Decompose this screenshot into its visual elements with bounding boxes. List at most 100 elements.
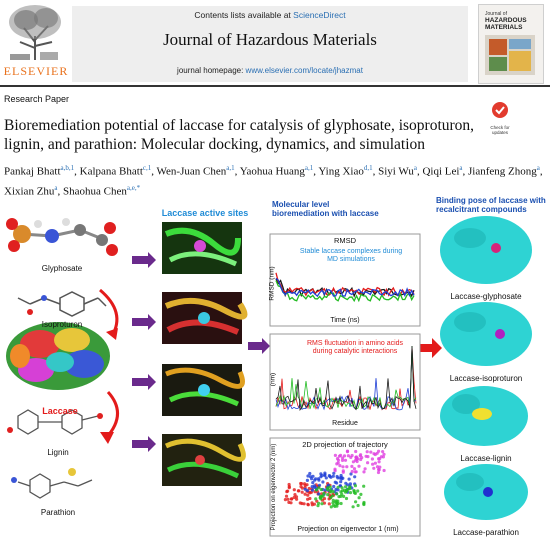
pca-scatter-point [362, 502, 366, 506]
protein-lignin [440, 386, 528, 446]
pca-scatter-point [306, 474, 310, 478]
author-affiliation[interactable]: a [54, 183, 58, 192]
pca-scatter-point [336, 458, 340, 462]
author-name[interactable]: Ying Xiao [318, 165, 364, 178]
homepage-prefix: journal homepage: [177, 66, 246, 75]
rmsd-series-line [275, 280, 415, 303]
pca-scatter-point [362, 470, 366, 474]
check-badge-line2: updates [491, 130, 508, 135]
pca-scatter-point [356, 489, 360, 493]
author-affiliation[interactable]: a [536, 164, 540, 172]
pca-scatter-point [320, 502, 324, 506]
sciencedirect-link[interactable]: ScienceDirect [293, 10, 346, 20]
homepage-line: journal homepage: www.elsevier.com/locat… [72, 66, 468, 75]
pca-scatter-point [332, 471, 336, 475]
journal-title: Journal of Hazardous Materials [163, 30, 377, 49]
pca-scatter-point [336, 485, 340, 489]
pca-scatter-point [306, 503, 310, 507]
molecule-label-parathion: Parathion [40, 508, 76, 517]
pca-scatter-point [308, 491, 312, 495]
author-name[interactable]: Jianfeng Zhong [468, 165, 537, 178]
pca-scatter-point [350, 453, 354, 458]
author-affiliation[interactable]: a,e,* [126, 183, 141, 192]
pca-scatter-point [333, 453, 337, 457]
pca-scatter-point [335, 481, 339, 485]
pca-scatter-point [381, 450, 385, 454]
pca-scatter-point [344, 496, 349, 501]
pca-scatter-point [332, 484, 336, 489]
author-affiliation[interactable]: a,b,1 [60, 164, 75, 172]
pca-scatter-point [347, 477, 351, 481]
active-site-image-3 [162, 364, 245, 416]
author-affiliation[interactable]: a,1 [226, 164, 235, 172]
pca-scatter-point [311, 474, 315, 478]
author-affiliation[interactable]: a,1 [304, 164, 314, 172]
pca-scatter-point [346, 483, 350, 487]
author-name[interactable]: Siyi Wu [378, 165, 414, 178]
pca-scatter-point [353, 484, 357, 488]
pca-scatter-point [373, 461, 377, 465]
pca-scatter-point [356, 503, 360, 508]
right-red-arrow-icon [418, 338, 442, 358]
pca-scatter-point [284, 494, 289, 498]
author-name[interactable]: Qiqi Lei [422, 165, 460, 178]
pca-scatter-point [312, 502, 316, 506]
pca-scatter-point [310, 488, 315, 492]
pca-scatter-point [329, 505, 333, 509]
rmsd-series-line [275, 277, 415, 298]
pca-scatter-point [375, 451, 379, 455]
active-sites-label: Laccase active sites [161, 208, 249, 218]
pca-scatter-point [324, 476, 328, 480]
author-name[interactable]: Shaohua Chen [63, 185, 127, 198]
pca-scatter-point [359, 453, 363, 457]
pca-scatter-point [312, 484, 317, 488]
pca-scatter-point [346, 487, 350, 491]
rmsf-chart-frame [269, 333, 421, 431]
pca-scatter-point [289, 501, 293, 505]
cover-title: HAZARDOUS MATERIALS [485, 17, 527, 31]
author-affiliation[interactable]: a [459, 164, 463, 172]
author-name[interactable]: Kalpana Bhatt [79, 165, 143, 178]
author-name[interactable]: Yaohua Huang [239, 165, 305, 178]
check-for-updates-badge[interactable]: Check for updates [486, 100, 514, 135]
rmsd-series-line [275, 272, 415, 297]
pca-scatter-point [369, 450, 373, 454]
graphical-abstract [6, 216, 532, 537]
journal-cover-thumbnail: Journal of HAZARDOUS MATERIALS [478, 4, 544, 84]
journal-header-box [72, 6, 468, 82]
pca-xlabel: Projection on eigenvector 1 (nm) [297, 526, 399, 533]
author-affiliation[interactable]: c,1 [142, 164, 152, 172]
author-name[interactable]: Pankaj Bhatt [4, 165, 61, 178]
pca-scatter-point [314, 488, 318, 492]
pca-scatter-point [318, 495, 323, 499]
red-arrow-icon [99, 288, 119, 337]
pca-scatter-point [382, 452, 386, 456]
homepage-link[interactable]: www.elsevier.com/locate/jhazmat [245, 66, 363, 75]
pca-scatter-point [377, 460, 381, 464]
pca-scatter-point [352, 467, 357, 471]
pca-scatter-point [363, 467, 367, 471]
pca-scatter-point [345, 465, 349, 469]
pca-scatter-point [377, 467, 381, 472]
molecule-label-lignin: Lignin [47, 448, 69, 457]
pca-scatter-point [343, 458, 348, 462]
pca-scatter-point [306, 493, 310, 497]
pca-scatter-point [339, 473, 343, 478]
author-name[interactable]: Xixian Zhu [4, 185, 55, 198]
cover-title-small: Journal of [485, 11, 507, 17]
pca-scatter-point [379, 455, 383, 459]
author-name[interactable]: Wen-Juan Chen [156, 165, 227, 178]
contents-line: Contents lists available at ScienceDirec… [72, 10, 468, 20]
protein-glyphosate [440, 216, 532, 284]
pca-scatter-point [317, 492, 321, 496]
author-affiliation[interactable]: d,1 [363, 164, 373, 172]
parathion-structure [17, 473, 93, 499]
check-updates-icon [492, 102, 508, 118]
pca-scatter-point [327, 474, 331, 478]
pca-scatter-point [319, 488, 323, 492]
pca-scatter-point [290, 497, 294, 501]
pca-scatter-point [372, 466, 376, 470]
author-affiliation[interactable]: a [413, 164, 417, 172]
pca-scatter-point [329, 488, 333, 492]
glyphosate-structure [6, 218, 118, 256]
